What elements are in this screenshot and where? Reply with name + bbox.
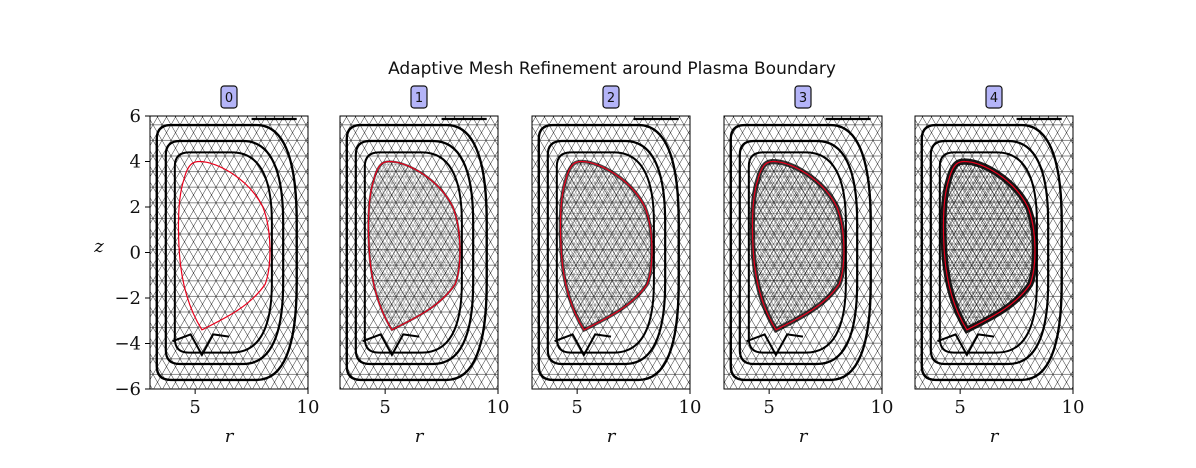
panels-group: 0 5 10 r 6 4 2 0 −2 −4 −6 1 5 10 r 2 5 10 r 3 5 10 r 4 5 10 r bbox=[114, 85, 1085, 447]
y-tick-label: 0 bbox=[130, 243, 141, 264]
panel-1: 1 5 10 r bbox=[339, 85, 510, 447]
panel-badge-text: 2 bbox=[607, 91, 615, 106]
y-tick-label: −6 bbox=[114, 379, 141, 400]
panel-badge-text: 1 bbox=[415, 91, 423, 106]
figure-title: Adaptive Mesh Refinement around Plasma B… bbox=[388, 59, 836, 79]
vessel-walls bbox=[537, 123, 680, 382]
x-tick-label: 10 bbox=[1062, 397, 1085, 418]
x-tick-label: 5 bbox=[379, 397, 390, 418]
divertor bbox=[746, 333, 804, 357]
divertor bbox=[554, 333, 612, 357]
vessel-walls bbox=[155, 123, 298, 382]
panel-badge bbox=[602, 85, 620, 109]
axes-frame bbox=[531, 115, 691, 390]
plasma-boundary bbox=[751, 160, 845, 331]
axes-frame bbox=[339, 115, 499, 390]
mesh-background bbox=[150, 116, 308, 389]
y-axis-label: z bbox=[93, 236, 104, 257]
panel-0: 0 5 10 r 6 4 2 0 −2 −4 −6 bbox=[114, 85, 320, 447]
plasma-boundary bbox=[367, 160, 461, 331]
x-tick-label: 10 bbox=[297, 397, 320, 418]
vessel-walls bbox=[345, 123, 488, 382]
x-tick-label: 10 bbox=[487, 397, 510, 418]
panel-2: 2 5 10 r bbox=[531, 85, 702, 447]
y-tick-label: 4 bbox=[130, 152, 141, 173]
x-tick-label: 10 bbox=[679, 397, 702, 418]
y-tick-label: 2 bbox=[130, 197, 141, 218]
x-axis-label: r bbox=[225, 426, 235, 447]
y-tick-label: −4 bbox=[114, 334, 141, 355]
x-tick-label: 5 bbox=[571, 397, 582, 418]
divertor bbox=[172, 333, 230, 357]
panel-badge bbox=[220, 85, 238, 109]
plasma-boundary bbox=[559, 160, 653, 331]
axes-frame bbox=[723, 115, 883, 390]
panel-badge bbox=[985, 85, 1003, 109]
plasma-boundary bbox=[177, 160, 271, 331]
x-axis-label: r bbox=[415, 426, 425, 447]
vessel-walls bbox=[920, 123, 1063, 382]
x-axis-label: r bbox=[607, 426, 617, 447]
panel-badge bbox=[410, 85, 428, 109]
divertor bbox=[937, 333, 995, 357]
x-tick-label: 5 bbox=[189, 397, 200, 418]
x-axis-label: r bbox=[990, 426, 1000, 447]
panel-badge-text: 3 bbox=[799, 91, 807, 106]
panel-badge-text: 4 bbox=[990, 91, 998, 106]
x-tick-label: 5 bbox=[954, 397, 965, 418]
divertor bbox=[362, 333, 420, 357]
panel-badge bbox=[794, 85, 812, 109]
x-tick-label: 5 bbox=[763, 397, 774, 418]
x-axis-label: r bbox=[799, 426, 809, 447]
vessel-walls bbox=[729, 123, 872, 382]
y-tick-label: −2 bbox=[114, 288, 141, 309]
x-tick-label: 10 bbox=[871, 397, 894, 418]
panel-4: 4 5 10 r bbox=[914, 85, 1085, 447]
y-tick-label: 6 bbox=[130, 106, 141, 127]
axes-frame bbox=[914, 115, 1074, 390]
panel-badge-text: 0 bbox=[225, 91, 233, 106]
panel-3: 3 5 10 r bbox=[723, 85, 894, 447]
plasma-boundary bbox=[942, 160, 1036, 331]
